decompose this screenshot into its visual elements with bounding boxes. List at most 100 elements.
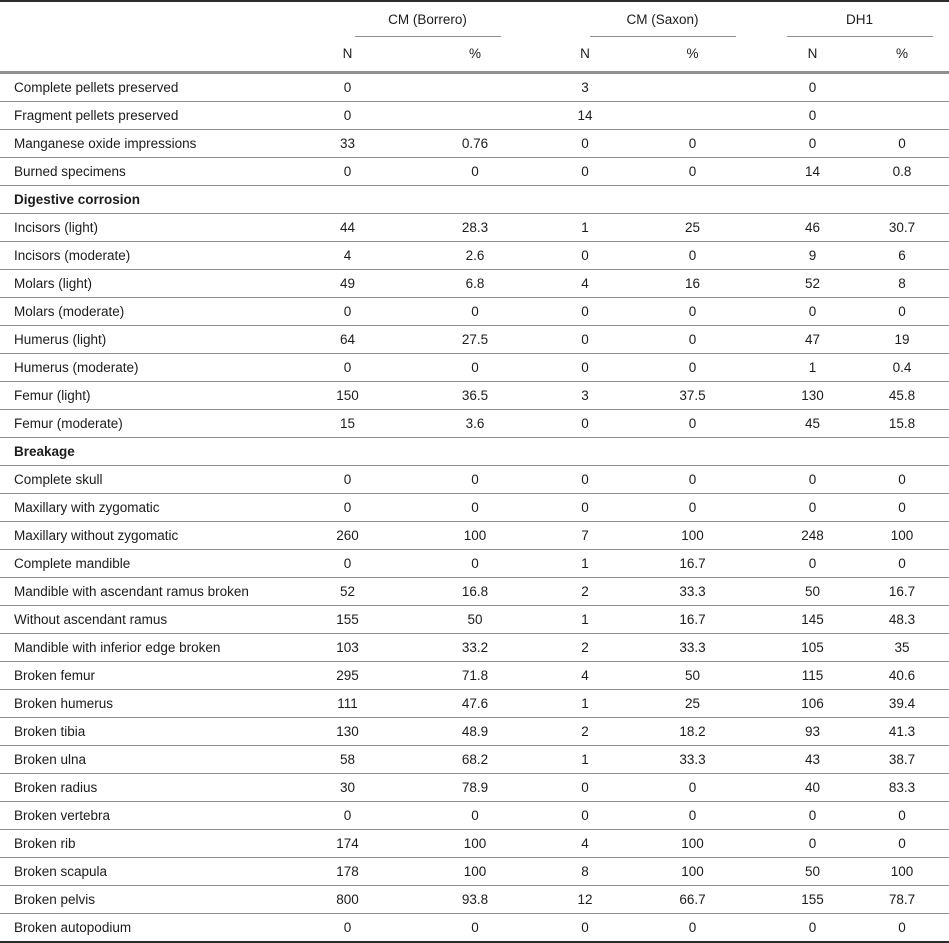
cell-value: 0 — [855, 129, 949, 158]
cell-value: 111 — [300, 689, 395, 718]
cell-value: 0 — [555, 773, 615, 802]
cell-value: 8 — [555, 857, 615, 886]
cell-value: 0 — [395, 493, 555, 522]
cell-value — [855, 101, 949, 130]
column-group-underline — [354, 36, 501, 37]
cell-value: 0.8 — [855, 157, 949, 186]
cell-value: 0 — [300, 353, 395, 382]
cell-value: 1 — [555, 605, 615, 634]
column-group-saxon: CM (Saxon) — [555, 1, 770, 37]
cell-value: 0 — [555, 129, 615, 158]
cell-value: 4 — [555, 661, 615, 690]
cell-value: 155 — [770, 885, 855, 914]
table-row: Broken humerus 111 47.6 1 25 106 39.4 — [0, 689, 949, 718]
row-label: Complete skull — [0, 465, 300, 494]
cell-value: 0 — [395, 157, 555, 186]
table-row: Mandible with inferior edge broken 103 33.… — [0, 633, 949, 662]
cell-value: 0 — [855, 829, 949, 858]
cell-value: 0 — [770, 101, 855, 130]
cell-value: 3.6 — [395, 409, 555, 438]
cell-value: 0 — [555, 409, 615, 438]
table-row: Molars (light) 49 6.8 4 16 52 8 — [0, 269, 949, 298]
cell-value: 100 — [615, 521, 770, 550]
cell-value: 27.5 — [395, 325, 555, 354]
cell-value: 1 — [555, 745, 615, 774]
cell-value: 0 — [615, 325, 770, 354]
cell-value: 6 — [855, 241, 949, 270]
cell-value: 0 — [555, 465, 615, 494]
cell-value: 33.3 — [615, 577, 770, 606]
cell-value — [615, 72, 770, 102]
cell-value: 83.3 — [855, 773, 949, 802]
cell-value: 0 — [300, 801, 395, 830]
table-row: Complete mandible 0 0 1 16.7 0 0 — [0, 549, 949, 578]
subheader-pct: % — [615, 37, 770, 74]
cell-value: 145 — [770, 605, 855, 634]
cell-value: 2 — [555, 633, 615, 662]
section-row: Breakage — [0, 437, 949, 466]
cell-value: 0 — [395, 297, 555, 326]
cell-value: 15.8 — [855, 409, 949, 438]
cell-value: 0.76 — [395, 129, 555, 158]
cell-value: 0 — [395, 801, 555, 830]
cell-value: 100 — [615, 857, 770, 886]
cell-value: 0 — [555, 493, 615, 522]
cell-value: 0 — [770, 549, 855, 578]
cell-value: 0 — [615, 913, 770, 943]
cell-value: 33 — [300, 129, 395, 158]
cell-value: 93 — [770, 717, 855, 746]
cell-value: 15 — [300, 409, 395, 438]
table-row: Broken vertebra 0 0 0 0 0 0 — [0, 801, 949, 830]
row-label: Broken autopodium — [0, 913, 300, 943]
cell-value: 0 — [555, 241, 615, 270]
table-row: Broken tibia 130 48.9 2 18.2 93 41.3 — [0, 717, 949, 746]
cell-value: 0 — [615, 297, 770, 326]
cell-value: 106 — [770, 689, 855, 718]
cell-value — [615, 101, 770, 130]
table-row: Broken rib 174 100 4 100 0 0 — [0, 829, 949, 858]
section-row: Digestive corrosion — [0, 185, 949, 214]
cell-value: 130 — [300, 717, 395, 746]
cell-value: 16.8 — [395, 577, 555, 606]
column-group-underline — [589, 36, 736, 37]
cell-value: 0 — [615, 157, 770, 186]
row-label: Incisors (light) — [0, 213, 300, 242]
cell-value: 178 — [300, 857, 395, 886]
cell-value: 33.3 — [615, 633, 770, 662]
cell-value: 800 — [300, 885, 395, 914]
row-label: Broken scapula — [0, 857, 300, 886]
cell-value: 0 — [615, 493, 770, 522]
cell-value: 71.8 — [395, 661, 555, 690]
cell-value: 4 — [555, 269, 615, 298]
column-group-row: CM (Borrero) CM (Saxon) DH1 — [0, 1, 949, 37]
row-label: Fragment pellets preserved — [0, 101, 300, 130]
subheader-row: N % N % N % — [0, 37, 949, 74]
table-row: Broken pelvis 800 93.8 12 66.7 155 78.7 — [0, 885, 949, 914]
cell-value: 0 — [615, 409, 770, 438]
cell-value: 48.9 — [395, 717, 555, 746]
cell-value: 0 — [770, 913, 855, 943]
cell-value: 100 — [395, 521, 555, 550]
cell-value: 100 — [855, 521, 949, 550]
cell-value: 1 — [770, 353, 855, 382]
cell-value: 4 — [300, 241, 395, 270]
cell-value: 115 — [770, 661, 855, 690]
cell-value: 0.4 — [855, 353, 949, 382]
cell-value: 48.3 — [855, 605, 949, 634]
cell-value: 0 — [855, 801, 949, 830]
cell-value: 248 — [770, 521, 855, 550]
cell-value: 40 — [770, 773, 855, 802]
row-label: Mandible with ascendant ramus broken — [0, 577, 300, 606]
cell-value: 0 — [855, 549, 949, 578]
cell-value: 0 — [855, 913, 949, 943]
table-row: Incisors (moderate) 4 2.6 0 0 9 6 — [0, 241, 949, 270]
table-header: CM (Borrero) CM (Saxon) DH1 N % — [0, 1, 949, 74]
cell-value: 9 — [770, 241, 855, 270]
cell-value: 0 — [770, 801, 855, 830]
cell-value: 93.8 — [395, 885, 555, 914]
cell-value: 155 — [300, 605, 395, 634]
cell-value: 0 — [855, 493, 949, 522]
column-group-label: DH1 — [845, 12, 873, 27]
row-label: Maxillary without zygomatic — [0, 521, 300, 550]
row-label: Molars (light) — [0, 269, 300, 298]
